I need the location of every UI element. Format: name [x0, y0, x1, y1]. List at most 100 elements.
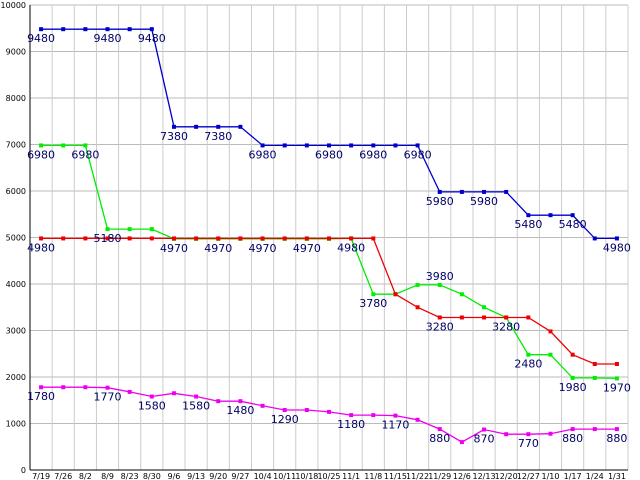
data-point [614, 361, 619, 366]
data-point [39, 143, 44, 148]
x-tick-label: 1/17 [564, 472, 582, 480]
data-point [592, 427, 597, 432]
data-point [526, 315, 531, 320]
data-point [194, 236, 199, 241]
data-label: 5180 [94, 232, 122, 245]
data-point [393, 292, 398, 297]
data-point [61, 27, 66, 32]
data-label: 1480 [226, 404, 254, 417]
data-point [327, 143, 331, 148]
data-point [149, 236, 154, 241]
data-point [171, 391, 176, 396]
data-point [459, 189, 464, 194]
data-point [371, 236, 376, 241]
y-tick-label: 10000 [1, 1, 26, 10]
y-tick-label: 3000 [6, 327, 26, 336]
data-point [393, 413, 398, 418]
x-tick-label: 12/27 [517, 472, 540, 480]
data-label: 880 [606, 432, 627, 445]
x-tick-label: 11/15 [384, 472, 407, 480]
data-point [149, 394, 154, 399]
data-point [105, 27, 110, 32]
data-point [437, 315, 442, 320]
data-point [105, 227, 110, 232]
data-point [548, 213, 553, 218]
data-label: 4980 [27, 241, 55, 254]
data-label: 6980 [315, 148, 343, 161]
data-label: 870 [474, 433, 495, 446]
data-point [39, 236, 44, 241]
data-point [282, 408, 287, 413]
data-label: 4970 [249, 242, 277, 255]
data-label: 4970 [204, 242, 232, 255]
data-point [415, 282, 420, 287]
data-point [415, 143, 420, 148]
x-tick-label: 11/29 [428, 472, 451, 480]
data-point [282, 236, 287, 241]
data-label: 1780 [27, 390, 55, 403]
data-label: 1170 [381, 419, 409, 432]
data-label: 880 [429, 432, 450, 445]
data-point [526, 432, 531, 437]
data-point [393, 143, 398, 148]
x-tick-label: 11/8 [364, 472, 382, 480]
data-point [482, 315, 487, 320]
data-point [61, 236, 66, 241]
data-point [504, 189, 509, 194]
data-point [415, 305, 420, 310]
x-tick-label: 9/27 [231, 472, 249, 480]
grid-lines [29, 4, 629, 471]
data-point [459, 315, 464, 320]
data-point [504, 432, 509, 437]
data-label: 1970 [603, 381, 631, 394]
data-point [127, 389, 132, 394]
data-point [194, 394, 199, 399]
y-tick-label: 2000 [6, 373, 26, 382]
data-point [548, 329, 553, 334]
x-tick-label: 10/25 [317, 472, 340, 480]
data-point [371, 143, 376, 148]
data-labels: 9480 9480 9480 7380 7380 6980 6980 6980 6980 5980… [27, 32, 631, 450]
data-label: 6980 [71, 148, 99, 161]
x-tick-label: 11/22 [406, 472, 429, 480]
data-label: 5480 [559, 218, 587, 231]
x-tick-label: 11/1 [342, 472, 360, 480]
data-label: 7380 [160, 130, 188, 143]
y-tick-label: 0 [21, 466, 26, 475]
data-label: 5480 [514, 218, 542, 231]
data-label: 880 [562, 432, 583, 445]
data-point [282, 143, 287, 148]
data-point [415, 417, 420, 422]
data-point [437, 282, 442, 287]
data-label: 1580 [182, 400, 210, 413]
data-point [61, 385, 66, 390]
data-point [570, 427, 575, 432]
x-tick-label: 1/24 [586, 472, 604, 480]
data-label: 4970 [293, 242, 321, 255]
data-label: 7380 [204, 130, 232, 143]
data-label: 5980 [426, 195, 454, 208]
data-label: 6980 [404, 148, 432, 161]
x-tick-label: 8/23 [121, 472, 139, 480]
data-point [61, 143, 66, 148]
data-point [349, 236, 354, 241]
data-point [614, 236, 619, 241]
y-tick-label: 7000 [6, 141, 26, 150]
x-tick-label: 9/13 [187, 472, 205, 480]
x-tick-label: 10/18 [295, 472, 318, 480]
data-point [371, 292, 376, 297]
data-point [592, 236, 597, 241]
data-point [548, 431, 553, 436]
x-tick-label: 10/4 [254, 472, 272, 480]
data-point [437, 189, 442, 194]
x-tick-label: 9/6 [168, 472, 181, 480]
data-label: 2480 [514, 358, 542, 371]
data-point [260, 236, 265, 241]
data-label: 1180 [337, 418, 365, 431]
data-point [216, 236, 221, 241]
x-tick-label: 10/11 [273, 472, 296, 480]
data-point [105, 236, 110, 241]
data-point [105, 385, 110, 390]
data-point [304, 236, 309, 241]
data-point [526, 352, 531, 357]
